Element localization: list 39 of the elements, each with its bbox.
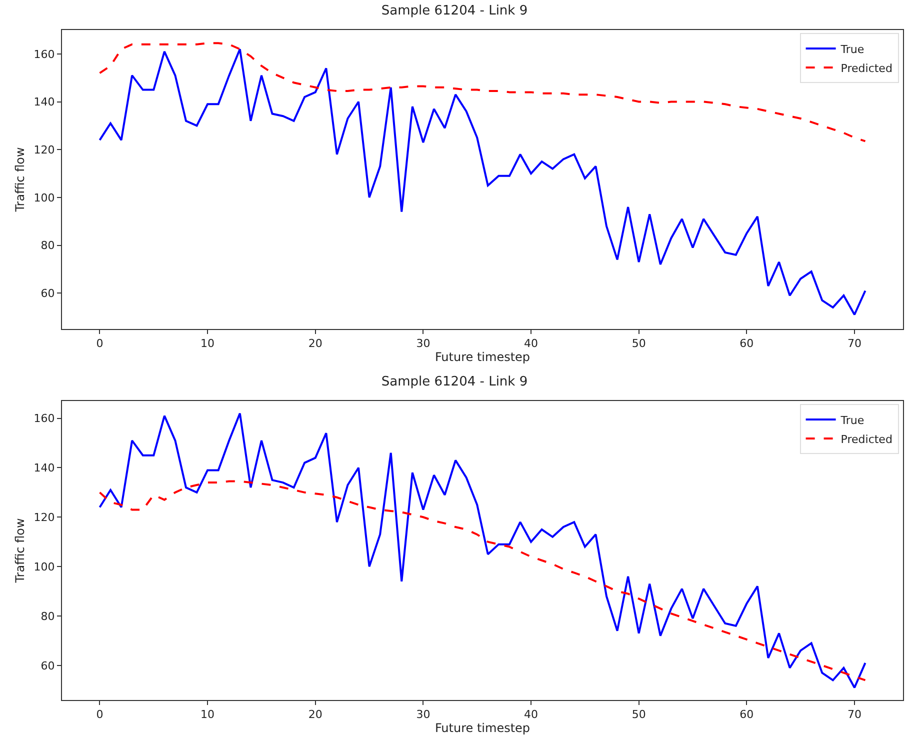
- x-axis-title: Future timestep: [434, 350, 530, 364]
- x-tick-label: 70: [847, 708, 862, 722]
- x-axis-title: Future timestep: [434, 721, 530, 736]
- x-tick-label: 70: [847, 337, 862, 350]
- x-tick-label: 10: [200, 337, 215, 350]
- y-tick-label: 100: [34, 560, 55, 574]
- y-tick-label: 60: [40, 286, 55, 300]
- chart-title: Sample 61204 - Link 9: [381, 4, 528, 19]
- line-series: [98, 480, 866, 682]
- x-tick-label: 40: [524, 337, 538, 350]
- y-tick-label: 60: [40, 659, 55, 672]
- y-tick-label: 120: [34, 143, 55, 156]
- y-tick-label: 140: [34, 462, 55, 475]
- x-tick-label: 50: [632, 708, 646, 722]
- x-tick-label: 20: [308, 708, 322, 722]
- legend-label: Predicted: [840, 432, 892, 446]
- x-tick-label: 50: [632, 337, 646, 350]
- x-tick-label: 40: [524, 708, 538, 722]
- y-tick-label: 140: [34, 96, 55, 109]
- x-tick-label: 60: [740, 708, 754, 722]
- x-tick-label: 20: [308, 337, 322, 350]
- y-tick-label: 100: [34, 191, 55, 204]
- x-tick-label: 60: [740, 337, 754, 350]
- legend-label: Predicted: [840, 62, 892, 75]
- x-tick-label: 0: [96, 337, 104, 350]
- y-axis-title: Traffic flow: [13, 147, 28, 213]
- x-tick-label: 0: [96, 708, 104, 722]
- y-tick-label: 80: [40, 239, 55, 252]
- x-tick-label: 30: [416, 708, 430, 722]
- y-axis-title: Traffic flow: [13, 518, 28, 584]
- x-tick-label: 30: [416, 337, 430, 350]
- y-tick-label: 160: [34, 48, 55, 61]
- y-tick-label: 120: [34, 510, 55, 524]
- y-tick-label: 80: [40, 610, 55, 623]
- legend-label: True: [840, 42, 864, 56]
- legend-label: True: [840, 414, 864, 427]
- chart-title: Sample 61204 - Link 9: [381, 374, 528, 390]
- y-tick-label: 160: [34, 412, 55, 426]
- x-tick-label: 10: [200, 708, 215, 722]
